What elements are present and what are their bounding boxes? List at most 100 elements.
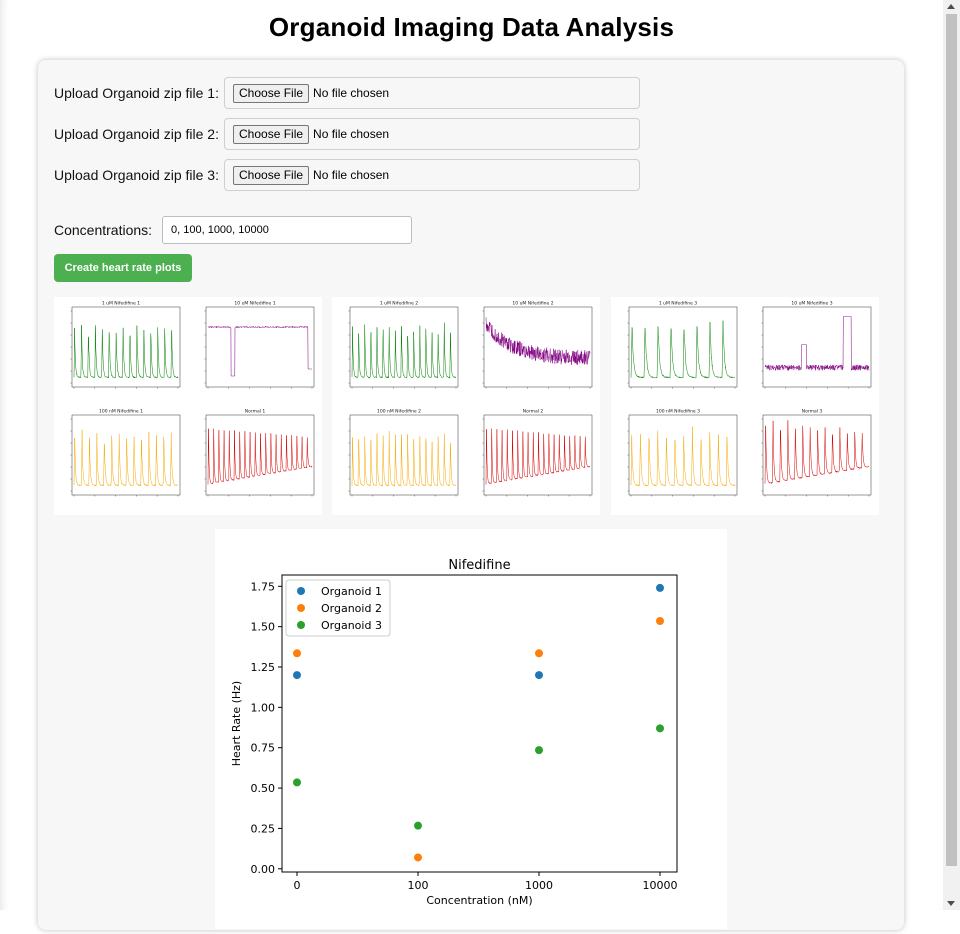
trace-line [764, 316, 870, 372]
scroll-up-icon[interactable] [947, 4, 955, 9]
y-tick-label: 1.25 [251, 661, 276, 674]
trace-line [485, 317, 591, 366]
trace-line [630, 426, 736, 487]
data-point [535, 671, 543, 680]
trace-line [764, 420, 870, 485]
trace-plot-frame [762, 414, 872, 496]
trace-plot: Normal 2 [482, 409, 593, 497]
y-tick-label: 0.25 [251, 822, 276, 835]
file-input-1[interactable]: Choose File No file chosen [224, 77, 640, 109]
file-status-1: No file chosen [313, 86, 390, 100]
data-point [535, 746, 543, 755]
organoid-panel-3: 1 uM Nifedifine 3 10 uM Nifedifine 3 100… [611, 297, 879, 515]
file-input-3[interactable]: Choose File No file chosen [224, 159, 640, 191]
file-input-2[interactable]: Choose File No file chosen [224, 118, 640, 150]
trace-plot: 1 uM Nifedifine 1 [70, 301, 181, 389]
trace-plot: Normal 1 [204, 409, 315, 497]
trace-plot-frame [349, 414, 459, 496]
data-point [656, 617, 664, 626]
trace-plot-frame [205, 306, 315, 388]
upload-row-3: Upload Organoid zip file 3: Choose File … [54, 158, 654, 192]
y-axis-label: Heart Rate (Hz) [230, 681, 243, 766]
data-point [293, 671, 301, 680]
data-point [414, 821, 422, 830]
trace-line [73, 429, 179, 487]
create-heart-rate-plots-button[interactable]: Create heart rate plots [54, 254, 192, 282]
trace-plot: 10 uM Nifedifine 3 [761, 301, 872, 389]
organoid-panel-1: 1 uM Nifedifine 1 10 uM Nifedifine 1 100… [54, 297, 322, 515]
analysis-card: Upload Organoid zip file 1: Choose File … [38, 60, 904, 930]
data-point [293, 778, 301, 787]
data-point [656, 583, 664, 592]
trace-plot-frame [483, 306, 593, 388]
heart-rate-chart: Nifedifine 0 100 1000 10000 0.00 0.25 0.50 0.75 1… [230, 558, 678, 907]
chart-title: Nifedifine [448, 558, 510, 573]
trace-plot: 100 nM Nifedifine 1 [70, 409, 181, 497]
trace-plot-title: 10 uM Nifedifine 1 [234, 301, 275, 307]
legend-label: Organoid 3 [321, 619, 382, 632]
trace-plot: 100 nM Nifedifine 2 [348, 409, 459, 497]
data-point [656, 724, 664, 733]
data-point [535, 649, 543, 658]
trace-plot-title: 100 nM Nifedifine 1 [99, 409, 143, 415]
scroll-thumb[interactable] [946, 14, 957, 866]
scroll-down-icon[interactable] [947, 901, 955, 906]
trace-line [207, 325, 312, 377]
trace-plot-title: Normal 1 [245, 409, 266, 415]
organoid-panel-2: 1 uM Nifedifine 2 10 uM Nifedifine 2 100… [332, 297, 600, 515]
trace-line [351, 431, 457, 487]
trace-line [630, 320, 736, 379]
trace-plot: Normal 3 [761, 409, 872, 497]
y-tick-label: 0.75 [251, 742, 276, 755]
y-tick-label: 1.50 [251, 621, 276, 634]
trace-plot-title: 1 uM Nifedifine 1 [102, 301, 140, 307]
trace-plot-title: 1 uM Nifedifine 2 [380, 301, 418, 307]
trace-plot-title: 100 nM Nifedifine 3 [656, 409, 700, 415]
concentrations-row: Concentrations: [54, 213, 454, 247]
data-point [414, 853, 422, 862]
trace-line [485, 428, 591, 485]
y-tick-label: 1.75 [251, 580, 276, 593]
x-tick-label: 100 [408, 879, 429, 892]
trace-plot: 1 uM Nifedifine 2 [348, 301, 459, 389]
trace-line [351, 322, 457, 379]
trace-plot-title: 100 nM Nifedifine 2 [377, 409, 421, 415]
file-status-2: No file chosen [313, 127, 390, 141]
upload-row-1: Upload Organoid zip file 1: Choose File … [54, 76, 654, 110]
trace-plot: 10 uM Nifedifine 2 [482, 301, 593, 389]
trace-plot: 1 uM Nifedifine 3 [627, 301, 738, 389]
trace-line [73, 324, 179, 379]
x-tick-label: 0 [294, 879, 301, 892]
legend [285, 579, 391, 637]
x-axis-label: Concentration (nM) [426, 894, 532, 907]
choose-file-button-3[interactable]: Choose File [233, 165, 310, 185]
page-background: Organoid Imaging Data Analysis Upload Or… [0, 0, 943, 910]
legend-label: Organoid 1 [321, 585, 382, 598]
legend-marker [297, 621, 305, 629]
data-point [293, 649, 301, 658]
file-status-3: No file chosen [313, 168, 390, 182]
upload-row-2: Upload Organoid zip file 2: Choose File … [54, 117, 654, 151]
trace-line [207, 428, 313, 485]
y-tick-label: 0.50 [251, 782, 276, 795]
trace-plot-title: Normal 3 [802, 409, 823, 415]
x-tick-label: 10000 [643, 879, 678, 892]
vertical-scrollbar[interactable] [943, 0, 960, 910]
trace-plot-title: Normal 2 [523, 409, 544, 415]
trace-plot: 10 uM Nifedifine 1 [204, 301, 315, 389]
y-tick-label: 1.00 [251, 701, 276, 714]
upload-label-3: Upload Organoid zip file 3: [54, 167, 219, 183]
plot-frame [281, 574, 678, 873]
page-title: Organoid Imaging Data Analysis [268, 12, 675, 42]
trace-plot: 100 nM Nifedifine 3 [627, 409, 738, 497]
legend-marker [297, 604, 305, 612]
concentrations-label: Concentrations: [54, 222, 153, 238]
legend-marker [297, 587, 305, 595]
x-tick-label: 1000 [525, 879, 553, 892]
choose-file-button-1[interactable]: Choose File [233, 83, 310, 103]
heart-rate-chart-container: Nifedifine 0 100 1000 10000 0.00 0.25 0.50 0.75 1… [215, 529, 727, 929]
choose-file-button-2[interactable]: Choose File [233, 124, 310, 144]
concentrations-input[interactable] [162, 216, 412, 244]
trace-plot-title: 10 uM Nifedifine 3 [791, 301, 832, 307]
trace-plot-title: 10 uM Nifedifine 2 [512, 301, 553, 307]
